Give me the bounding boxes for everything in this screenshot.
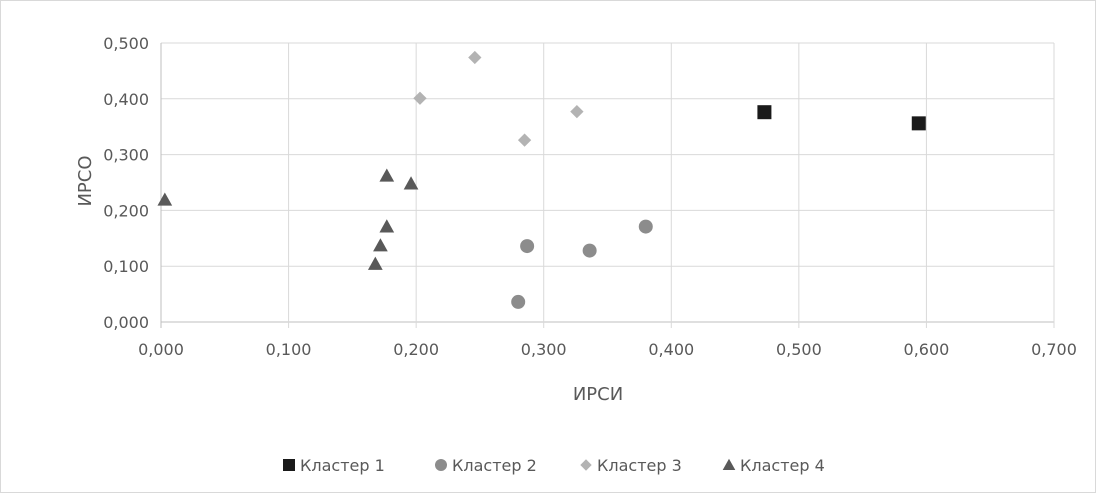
legend-marker-square <box>283 459 295 471</box>
legend-marker-triangle <box>722 458 736 471</box>
data-point-circle <box>638 219 653 234</box>
y-axis-ticks: 0,000 0,100 0,200 0,300 0,400 0,500 <box>103 34 149 332</box>
grid <box>160 42 1055 328</box>
x-tick-label: 0,600 <box>904 340 950 359</box>
data-point-diamond <box>413 91 427 105</box>
x-tick-label: 0,100 <box>266 340 312 359</box>
x-tick-label: 0,200 <box>393 340 439 359</box>
x-tick-label: 0,300 <box>521 340 567 359</box>
legend: Кластер 1 Кластер 2 Кластер 3 Кластер 4 <box>283 456 825 475</box>
y-tick-label: 0,400 <box>103 90 149 109</box>
data-point-triangle <box>157 192 173 206</box>
data-point-circle <box>511 294 526 309</box>
data-point-triangle <box>367 256 383 270</box>
legend-marker-diamond <box>580 459 592 471</box>
data-point-triangle <box>379 219 395 233</box>
y-tick-label: 0,100 <box>103 257 149 276</box>
legend-label: Кластер 3 <box>597 456 682 475</box>
series-3 <box>413 50 584 147</box>
legend-item: Кластер 1 <box>283 456 385 475</box>
x-tick-label: 0,400 <box>648 340 694 359</box>
legend-label: Кластер 2 <box>452 456 537 475</box>
data-points <box>157 50 926 309</box>
data-point-circle <box>582 243 597 258</box>
data-point-square <box>911 116 926 131</box>
y-tick-label: 0,200 <box>103 201 149 220</box>
legend-label: Кластер 1 <box>300 456 385 475</box>
legend-item: Кластер 3 <box>580 456 682 475</box>
x-tick-label: 0,000 <box>138 340 184 359</box>
data-point-triangle <box>403 176 419 190</box>
y-tick-label: 0,500 <box>103 34 149 53</box>
y-axis-title: ИРСО <box>75 155 96 206</box>
data-point-square <box>757 105 772 120</box>
x-axis-ticks: 0,000 0,100 0,200 0,300 0,400 0,500 0,600 0,700 <box>138 340 1077 359</box>
legend-item: Кластер 2 <box>435 456 537 475</box>
y-tick-label: 0,300 <box>103 146 149 165</box>
data-point-circle <box>520 239 535 254</box>
legend-marker-circle <box>435 459 447 471</box>
x-axis-title: ИРСИ <box>573 384 623 405</box>
data-point-triangle <box>373 238 388 252</box>
data-point-diamond <box>570 104 584 119</box>
x-tick-label: 0,700 <box>1031 340 1077 359</box>
data-point-triangle <box>379 168 395 182</box>
data-point-diamond <box>517 133 532 147</box>
series-4 <box>157 168 419 270</box>
series-2 <box>511 219 653 309</box>
legend-item: Кластер 4 <box>722 456 825 475</box>
legend-label: Кластер 4 <box>740 456 825 475</box>
series-1 <box>757 105 926 131</box>
x-tick-label: 0,500 <box>776 340 822 359</box>
y-tick-label: 0,000 <box>103 313 149 332</box>
data-point-diamond <box>468 50 482 65</box>
